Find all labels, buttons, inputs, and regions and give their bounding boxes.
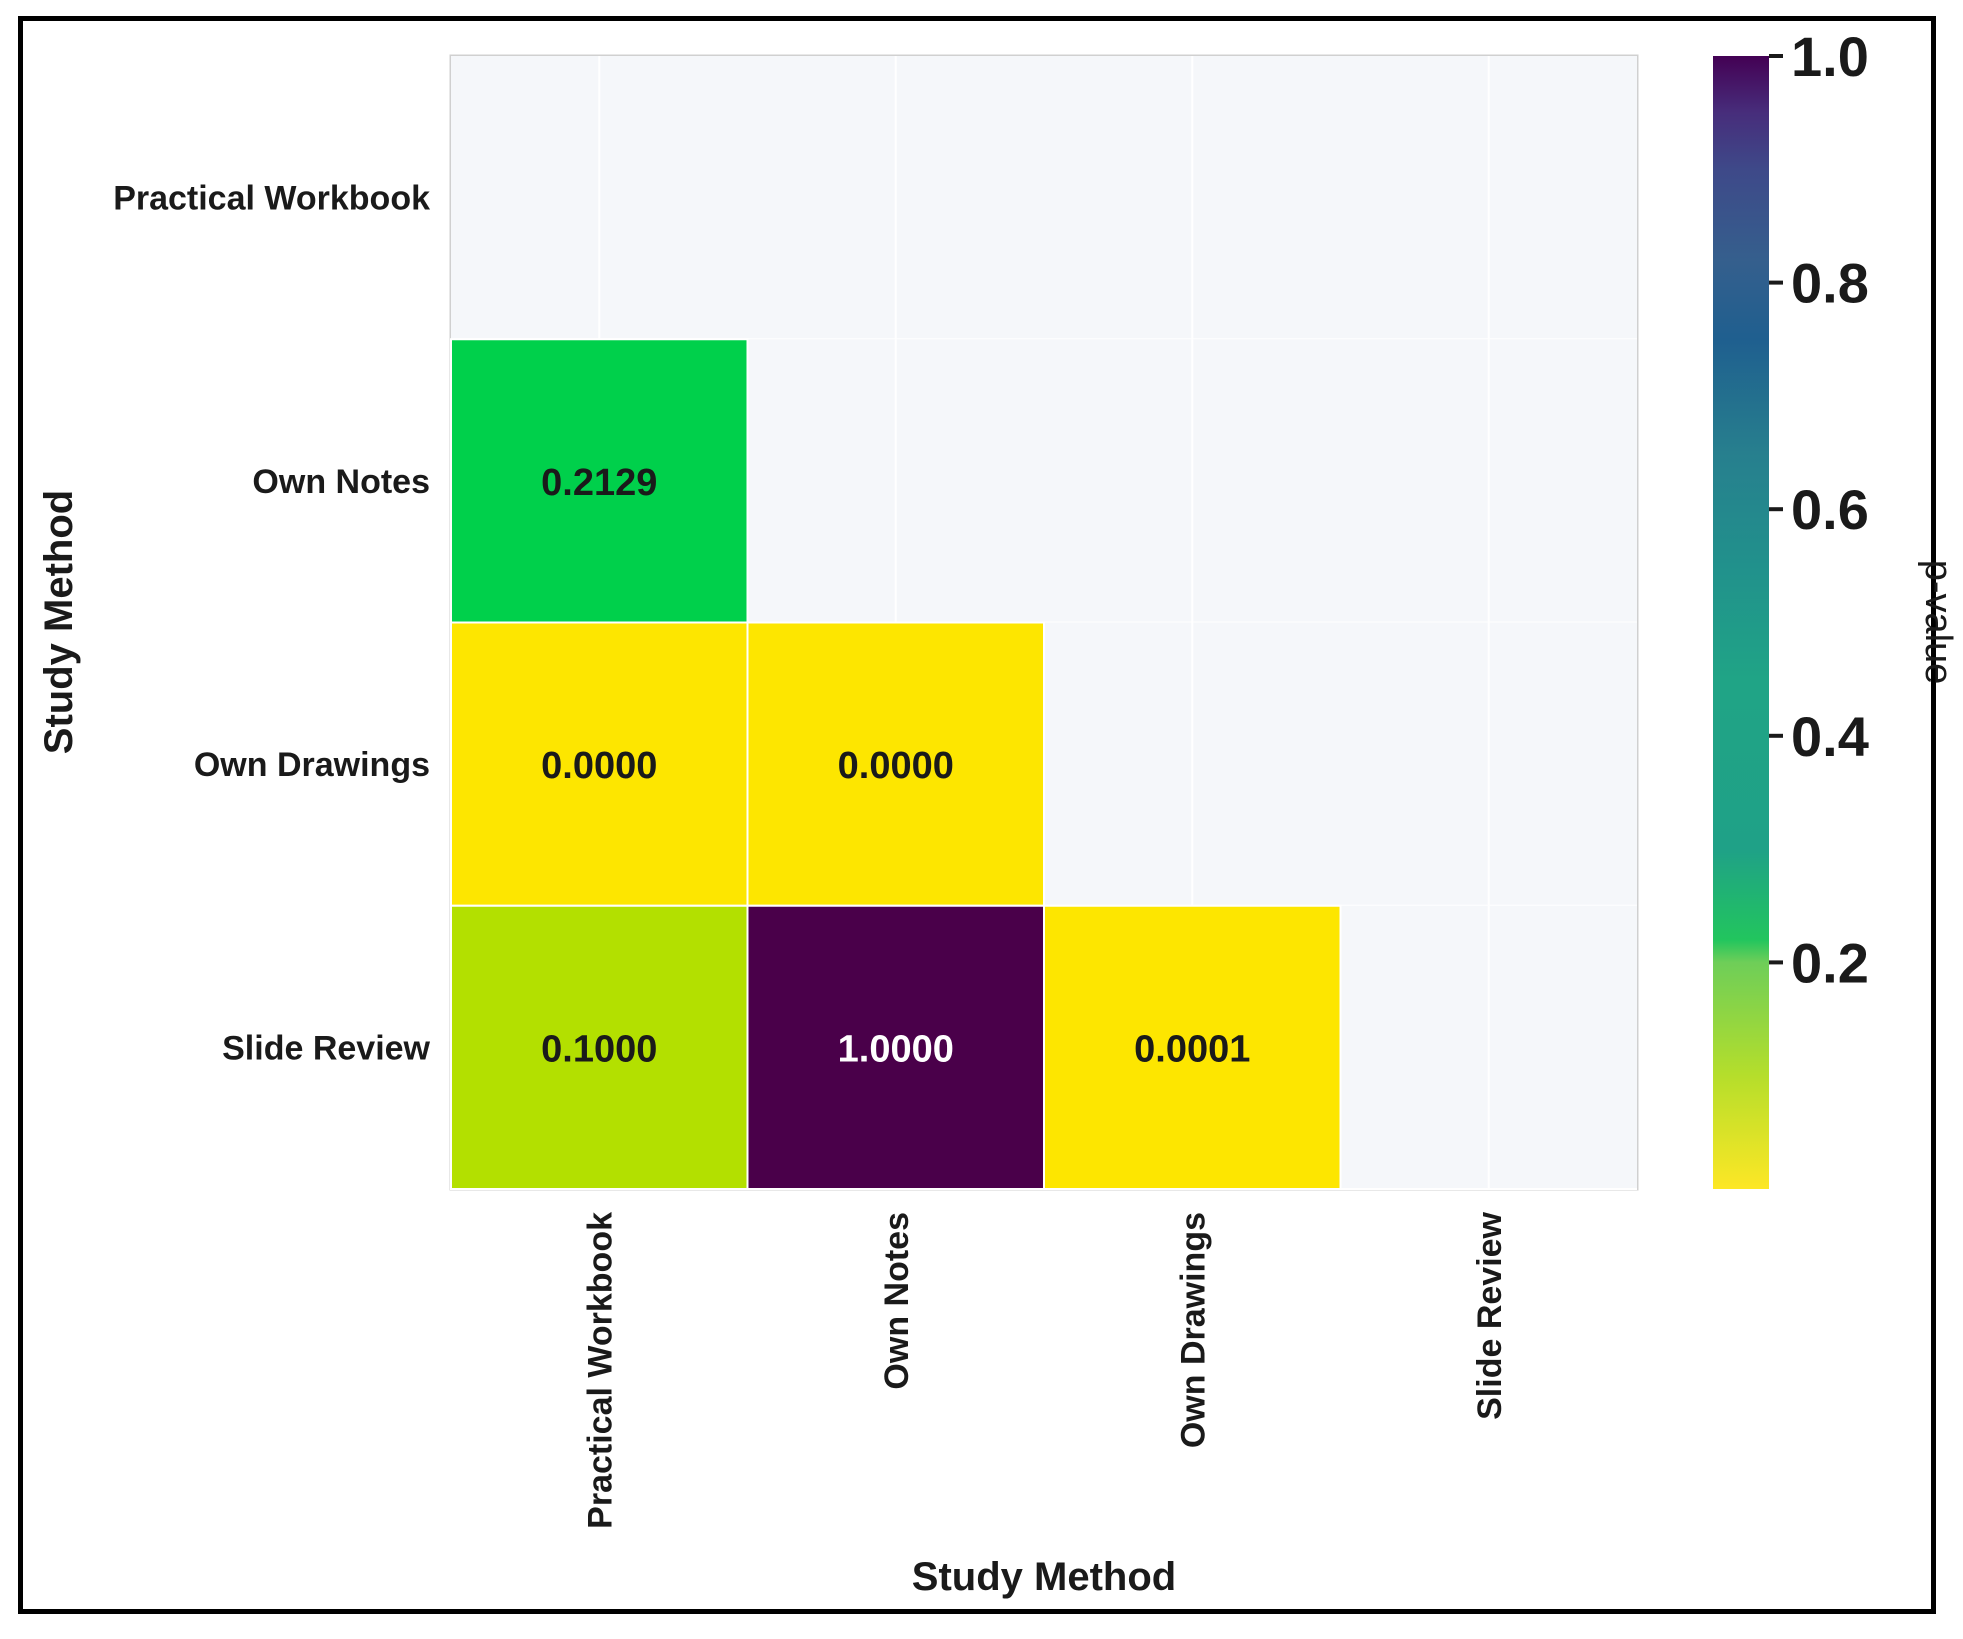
colorbar-tick-label: 0.2: [1791, 931, 1869, 994]
figure-frame: [18, 16, 1936, 1614]
cell-value-label: 0.0000: [838, 745, 954, 787]
cell-value-label: 0.1000: [541, 1028, 657, 1070]
colorbar: [1713, 56, 1769, 1189]
heatmap-cell: [450, 904, 749, 1190]
cell-value-label: 0.0000: [541, 745, 657, 787]
x-axis-label: Study Method: [912, 1555, 1176, 1599]
colorbar-label: p-value: [1917, 560, 1959, 685]
heatmap-cell: [1043, 904, 1342, 1190]
heatmap-cell: [450, 621, 749, 907]
cell-value-label: 0.2129: [541, 462, 657, 504]
y-axis-label: Study Method: [37, 490, 81, 754]
y-tick-label: Practical Workbook: [113, 180, 430, 218]
y-tick-label: Own Notes: [252, 463, 430, 501]
cell-value-label: 0.0001: [1134, 1028, 1250, 1070]
y-tick-label: Slide Review: [222, 1029, 430, 1067]
x-tick-label: Slide Review: [1471, 1211, 1509, 1419]
heatmap-cells: [450, 338, 1342, 1190]
x-tick-labels: Practical Workbook Own Notes Own Drawings S…: [581, 1211, 1509, 1528]
y-tick-labels: Practical Workbook Own Notes Own Drawings S…: [113, 180, 430, 1068]
colorbar-tick-label: 0.4: [1791, 705, 1869, 768]
x-tick-label: Own Notes: [878, 1212, 916, 1390]
heatmap-cell: [746, 621, 1045, 907]
x-tick-label: Own Drawings: [1174, 1212, 1212, 1448]
cell-value-label: 1.0000: [838, 1028, 954, 1070]
colorbar-ticks: 0.2 0.4 0.6 0.8 1.0: [1769, 25, 1869, 994]
colorbar-tick-label: 1.0: [1791, 25, 1869, 88]
masked-cells: [451, 56, 1637, 1190]
heatmap-cell: [450, 338, 749, 624]
colorbar-tick-label: 0.8: [1791, 252, 1869, 315]
x-tick-label: Practical Workbook: [581, 1212, 619, 1529]
heatmap-cell: [746, 904, 1045, 1190]
colorbar-tick-label: 0.6: [1791, 478, 1869, 541]
y-tick-label: Own Drawings: [194, 746, 430, 784]
cell-labels: 0.2129 0.0000 0.0000 0.1000 1.0000 0.0001: [541, 462, 1250, 1071]
